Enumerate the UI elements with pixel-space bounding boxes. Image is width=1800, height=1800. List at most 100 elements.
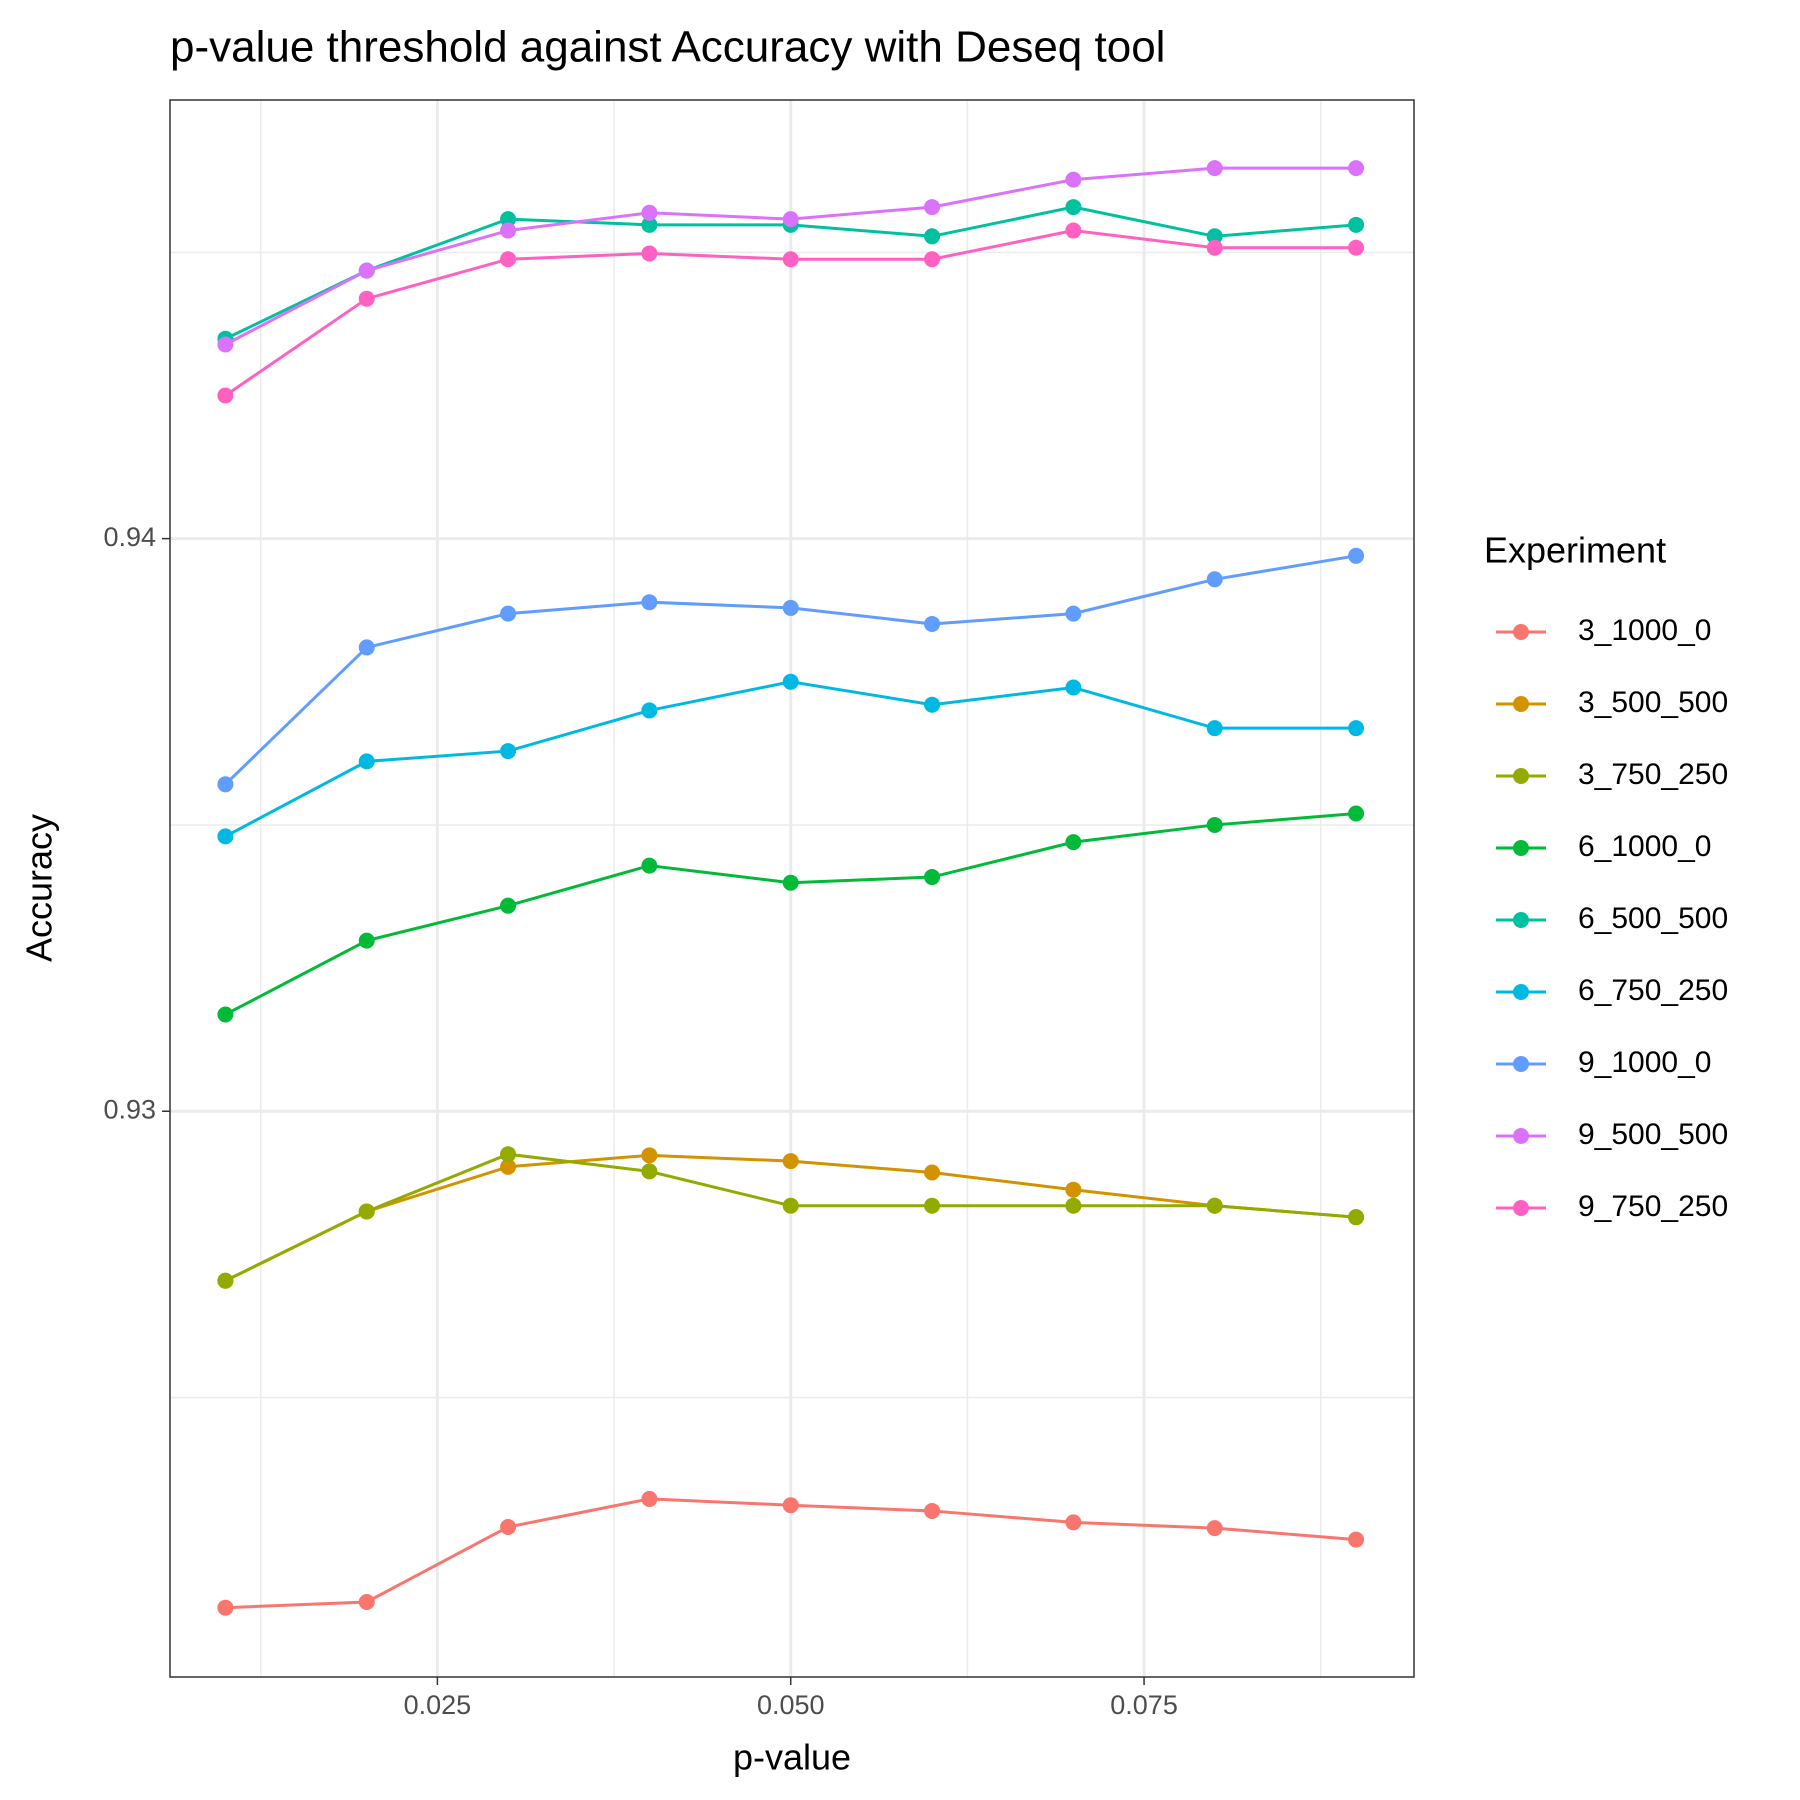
- data-point: [1206, 720, 1223, 737]
- legend-label: 3_750_250: [1578, 758, 1728, 791]
- data-point: [1348, 216, 1365, 233]
- x-tick-label: 0.025: [404, 1690, 472, 1720]
- data-point: [1065, 1514, 1082, 1531]
- data-point: [500, 1518, 517, 1535]
- data-point: [924, 199, 941, 216]
- legend-title: Experiment: [1484, 530, 1666, 571]
- data-point: [641, 594, 658, 611]
- data-point: [924, 1197, 941, 1214]
- legend-marker: [1513, 768, 1529, 784]
- data-point: [1348, 805, 1365, 822]
- legend-marker: [1513, 1056, 1529, 1072]
- data-point: [782, 211, 799, 228]
- data-point: [1348, 239, 1365, 256]
- legend-label: 3_1000_0: [1578, 614, 1711, 647]
- data-point: [782, 1197, 799, 1214]
- data-point: [358, 1593, 375, 1610]
- legend-label: 9_750_250: [1578, 1190, 1728, 1223]
- data-point: [1206, 571, 1223, 588]
- legend-marker: [1513, 912, 1529, 928]
- legend-marker: [1513, 696, 1529, 712]
- data-point: [1348, 1209, 1365, 1226]
- legend-marker: [1513, 1200, 1529, 1216]
- data-point: [358, 262, 375, 279]
- data-point: [1348, 720, 1365, 737]
- data-point: [1065, 171, 1082, 188]
- data-point: [500, 1158, 517, 1175]
- data-point: [924, 615, 941, 632]
- legend-label: 9_500_500: [1578, 1118, 1728, 1151]
- data-point: [1206, 228, 1223, 245]
- legend-label: 6_750_250: [1578, 974, 1728, 1007]
- data-point: [924, 1502, 941, 1519]
- data-point: [1206, 816, 1223, 833]
- data-point: [641, 857, 658, 874]
- data-point: [500, 211, 517, 228]
- data-point: [1065, 834, 1082, 851]
- data-point: [217, 1599, 234, 1616]
- legend-marker: [1513, 624, 1529, 640]
- data-point: [217, 387, 234, 404]
- data-point: [500, 251, 517, 268]
- data-point: [500, 897, 517, 914]
- data-point: [500, 222, 517, 239]
- legend-label: 6_500_500: [1578, 902, 1728, 935]
- data-point: [641, 1147, 658, 1164]
- data-point: [641, 204, 658, 221]
- data-point: [1206, 1520, 1223, 1537]
- data-point: [641, 702, 658, 719]
- data-point: [782, 251, 799, 268]
- data-point: [641, 1163, 658, 1180]
- data-point: [1065, 679, 1082, 696]
- y-tick-label: 0.94: [103, 522, 156, 552]
- data-point: [1065, 1197, 1082, 1214]
- y-tick-label: 0.93: [103, 1094, 156, 1124]
- legend-label: 3_500_500: [1578, 686, 1728, 719]
- data-point: [924, 696, 941, 713]
- data-point: [924, 1164, 941, 1181]
- x-axis-title: p-value: [733, 1737, 851, 1778]
- data-point: [217, 1272, 234, 1289]
- data-point: [1206, 1197, 1223, 1214]
- data-point: [500, 743, 517, 760]
- data-point: [641, 245, 658, 262]
- data-point: [782, 673, 799, 690]
- data-point: [782, 599, 799, 616]
- data-point: [641, 216, 658, 233]
- data-point: [358, 639, 375, 656]
- data-point: [217, 828, 234, 845]
- data-point: [358, 1203, 375, 1220]
- data-point: [641, 1490, 658, 1507]
- data-point: [217, 336, 234, 353]
- panel-border: [169, 99, 1415, 1678]
- data-point: [924, 251, 941, 268]
- legend-label: 6_1000_0: [1578, 830, 1711, 863]
- chart-title: p-value threshold against Accuracy with …: [170, 23, 1165, 72]
- x-tick-label: 0.050: [757, 1690, 825, 1720]
- data-point: [782, 1153, 799, 1170]
- data-point: [1206, 160, 1223, 177]
- data-point: [924, 228, 941, 245]
- data-point: [1065, 1181, 1082, 1198]
- data-point: [1065, 605, 1082, 622]
- data-point: [782, 1497, 799, 1514]
- legend-marker: [1513, 984, 1529, 1000]
- legend-marker: [1513, 840, 1529, 856]
- data-point: [782, 874, 799, 891]
- legend-label: 9_1000_0: [1578, 1046, 1711, 1079]
- y-axis-title: Accuracy: [19, 814, 60, 962]
- x-tick-label: 0.075: [1110, 1690, 1178, 1720]
- data-point: [924, 869, 941, 886]
- data-point: [1206, 239, 1223, 256]
- data-point: [358, 290, 375, 307]
- data-point: [217, 776, 234, 793]
- data-point: [500, 605, 517, 622]
- data-point: [1065, 222, 1082, 239]
- data-point: [1348, 547, 1365, 564]
- data-point: [358, 932, 375, 949]
- data-point: [358, 753, 375, 770]
- data-point: [1348, 1531, 1365, 1548]
- data-point: [500, 1146, 517, 1163]
